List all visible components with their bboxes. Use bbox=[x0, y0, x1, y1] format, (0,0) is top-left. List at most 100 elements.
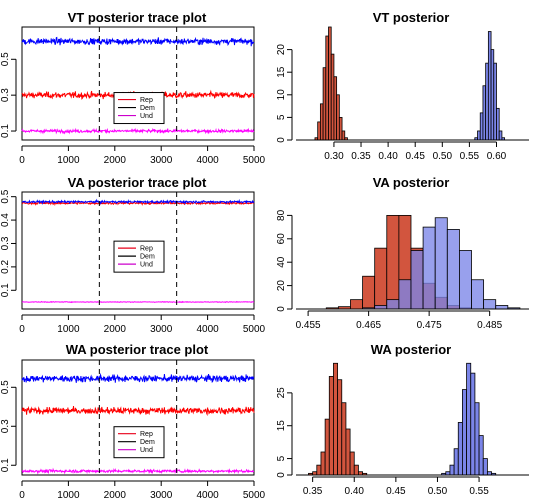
y-tick-label: 80 bbox=[276, 209, 287, 221]
x-tick-label: 0.40 bbox=[345, 486, 365, 497]
histogram-bar bbox=[490, 49, 495, 141]
y-tick-label: 0 bbox=[276, 472, 287, 478]
x-tick-label: 3000 bbox=[150, 155, 173, 166]
histogram-bar bbox=[341, 130, 346, 141]
x-tick-label: 0 bbox=[19, 155, 25, 166]
y-tick-label: 5 bbox=[276, 455, 287, 461]
wa-trace-title: WA posterior trace plot bbox=[66, 342, 209, 357]
plot-frame bbox=[21, 359, 255, 476]
x-tick-label: 4000 bbox=[196, 490, 219, 500]
y-tick-label: 0.3 bbox=[0, 88, 11, 102]
y-tick-label: 0.5 bbox=[0, 380, 11, 394]
histogram-bar bbox=[353, 464, 359, 476]
y-tick-label: 0.5 bbox=[0, 52, 11, 66]
x-tick-label: 0.50 bbox=[428, 486, 448, 497]
histogram-bar bbox=[479, 112, 484, 141]
histogram-bar bbox=[496, 107, 500, 141]
histogram-bar bbox=[336, 94, 340, 141]
histogram-bar bbox=[498, 130, 503, 141]
plot-frame bbox=[21, 26, 255, 141]
histogram-bar bbox=[350, 299, 363, 310]
legend-label: Rep bbox=[140, 97, 153, 104]
histogram-bar bbox=[470, 372, 476, 476]
x-tick-label: 4000 bbox=[196, 324, 219, 335]
y-tick-label: 20 bbox=[276, 280, 287, 292]
series-line-dem bbox=[21, 372, 255, 383]
histogram-bar bbox=[324, 418, 330, 476]
histogram-bar bbox=[328, 26, 332, 141]
y-tick-label: 0.1 bbox=[0, 283, 11, 297]
x-tick-label: 2000 bbox=[104, 155, 127, 166]
legend-label: Und bbox=[140, 113, 153, 120]
plot-frame bbox=[21, 191, 255, 310]
histogram-bar bbox=[317, 121, 321, 141]
vt-posterior-panel: 0.30 0.35 0.40 0.45 0.50 0.55 0.60 0 5 10 15 20 bbox=[276, 26, 529, 162]
x-tick-label: 2000 bbox=[104, 324, 127, 335]
y-tick-label: 5 bbox=[276, 114, 287, 120]
vt-posterior-title: VT posterior bbox=[373, 10, 450, 25]
x-tick-label: 0.45 bbox=[405, 151, 425, 162]
histogram-bar bbox=[386, 299, 400, 310]
histogram-bar bbox=[398, 279, 412, 310]
x-tick-label: 0 bbox=[19, 324, 25, 335]
histogram-bar bbox=[462, 389, 467, 476]
histogram-bar bbox=[333, 362, 339, 476]
histogram-bar bbox=[477, 130, 481, 141]
x-tick-label: 0.40 bbox=[378, 151, 398, 162]
histogram-bar bbox=[338, 117, 343, 141]
histogram-bar bbox=[482, 85, 487, 141]
x-tick-label: 1000 bbox=[57, 324, 80, 335]
y-tick-label: 40 bbox=[276, 256, 287, 268]
x-tick-label: 3000 bbox=[150, 324, 173, 335]
x-tick-label: 0.45 bbox=[386, 486, 406, 497]
histogram-bar bbox=[453, 448, 459, 476]
legend-label: Und bbox=[140, 262, 153, 269]
legend-label: Rep bbox=[140, 246, 153, 253]
y-tick-label: 25 bbox=[276, 387, 287, 399]
histogram-bar bbox=[485, 62, 489, 141]
histogram-bar bbox=[459, 250, 472, 310]
histogram-bar bbox=[325, 35, 329, 141]
y-tick-label: 10 bbox=[276, 89, 287, 101]
histogram-bar bbox=[345, 428, 351, 476]
histogram-bar bbox=[320, 451, 326, 476]
histogram-bar bbox=[330, 53, 335, 141]
histogram-bar bbox=[457, 422, 463, 476]
histogram-bar bbox=[386, 214, 400, 310]
x-tick-label: 1000 bbox=[57, 155, 80, 166]
x-tick-label: 1000 bbox=[57, 490, 80, 500]
y-tick-label: 0.1 bbox=[0, 124, 11, 138]
series-line-und bbox=[21, 467, 255, 475]
legend-label: Dem bbox=[140, 254, 155, 261]
histogram-bar bbox=[434, 217, 448, 310]
y-tick-label: 0.5 bbox=[0, 189, 11, 203]
x-tick-label: 0.60 bbox=[487, 151, 507, 162]
histogram-bar bbox=[466, 362, 472, 476]
x-tick-label: 0.55 bbox=[469, 486, 489, 497]
series-line-und bbox=[21, 127, 255, 135]
x-tick-label: 0.35 bbox=[351, 151, 371, 162]
y-tick-label: 0 bbox=[276, 137, 287, 143]
x-tick-label: 5000 bbox=[243, 324, 266, 335]
x-tick-label: 0.455 bbox=[296, 320, 321, 331]
y-tick-label: 15 bbox=[276, 420, 287, 432]
x-tick-label: 0.50 bbox=[433, 151, 453, 162]
y-tick-label: 0.4 bbox=[0, 213, 11, 227]
x-tick-label: 0 bbox=[19, 490, 25, 500]
histogram-bar bbox=[422, 226, 436, 310]
histogram-bar bbox=[316, 464, 322, 476]
legend-label: Rep bbox=[140, 431, 153, 438]
va-posterior-title: VA posterior bbox=[373, 175, 450, 190]
histogram-bar bbox=[349, 451, 355, 476]
vt-trace-title: VT posterior trace plot bbox=[68, 10, 207, 25]
x-tick-label: 0.465 bbox=[356, 320, 381, 331]
legend-label: Dem bbox=[140, 105, 155, 112]
histogram-bar bbox=[478, 435, 484, 476]
y-tick-label: 0.2 bbox=[0, 259, 11, 273]
va-trace-title: VA posterior trace plot bbox=[68, 175, 207, 190]
y-tick-label: 0 bbox=[276, 306, 287, 312]
y-tick-label: 15 bbox=[276, 66, 287, 78]
histogram-bar bbox=[341, 402, 347, 476]
